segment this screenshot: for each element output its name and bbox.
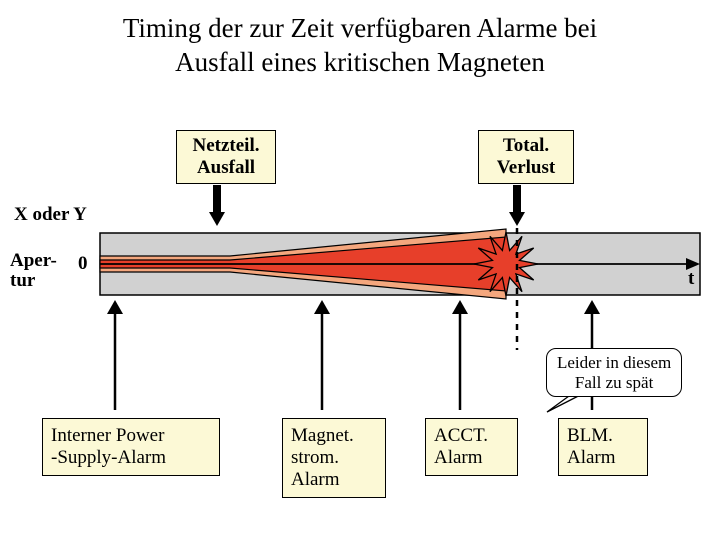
total-line2: Verlust xyxy=(497,157,555,178)
magnet-l2: strom. xyxy=(291,447,339,468)
callout-l1: Leider in diesem xyxy=(557,353,671,372)
event-box-netzteil-ausfall: Netzteil. Ausfall xyxy=(176,130,276,184)
t-axis-label: t xyxy=(688,268,694,290)
psu-l2: -Supply-Alarm xyxy=(51,447,166,468)
callout-l2: Fall zu spät xyxy=(575,373,653,392)
alarm-box-blm: BLM. Alarm xyxy=(558,418,648,476)
apertur-label: Aper- tur xyxy=(10,251,57,291)
zero-label: 0 xyxy=(78,253,88,275)
acct-l1: ACCT. xyxy=(434,425,488,446)
apertur-l1: Aper- xyxy=(10,250,57,271)
blm-l1: BLM. xyxy=(567,425,613,446)
blm-l2: Alarm xyxy=(567,447,616,468)
acct-l2: Alarm xyxy=(434,447,483,468)
apertur-l2: tur xyxy=(10,270,35,291)
magnet-l3: Alarm xyxy=(291,469,340,490)
magnet-l1: Magnet. xyxy=(291,425,354,446)
alarm-box-magnetstrom: Magnet. strom. Alarm xyxy=(282,418,386,498)
y-axis-label: X oder Y xyxy=(14,204,87,226)
event-box-total-verlust: Total. Verlust xyxy=(478,130,574,184)
alarm-box-interner-power-supply: Interner Power -Supply-Alarm xyxy=(42,418,220,476)
callout-leider-zu-spaet: Leider in diesem Fall zu spät xyxy=(546,348,682,397)
netzteil-line1: Netzteil. xyxy=(193,135,260,156)
alarm-box-acct: ACCT. Alarm xyxy=(425,418,518,476)
netzteil-line2: Ausfall xyxy=(197,157,255,178)
total-line1: Total. xyxy=(503,135,549,156)
psu-l1: Interner Power xyxy=(51,425,164,446)
